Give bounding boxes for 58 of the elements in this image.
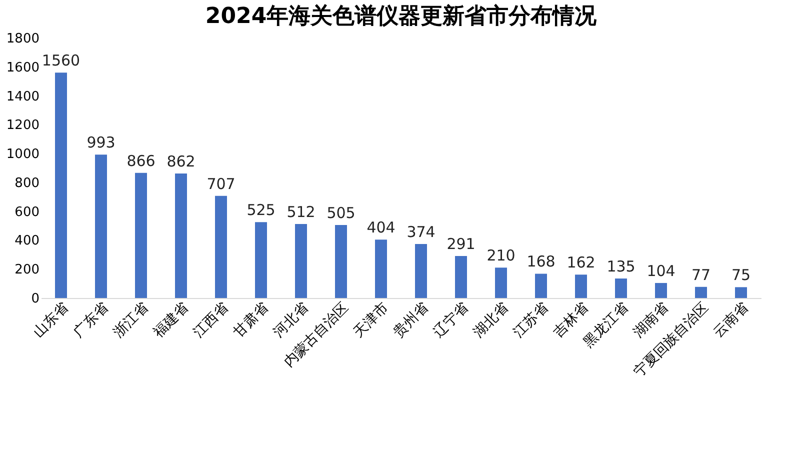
bar (535, 274, 547, 298)
bar (615, 278, 627, 298)
bar (295, 224, 307, 298)
data-label: 707 (206, 174, 236, 193)
bar (495, 268, 507, 298)
x-tick-label: 贵州省 (390, 300, 432, 341)
data-label: 77 (691, 266, 711, 284)
data-label: 104 (646, 262, 676, 280)
x-tick-label: 辽宁省 (430, 300, 472, 341)
y-tick-label: 800 (14, 176, 40, 191)
data-label: 162 (566, 254, 596, 272)
y-tick-label: 400 (14, 234, 40, 249)
y-tick-label: 1600 (6, 60, 40, 76)
bar (95, 154, 107, 298)
bar (455, 256, 467, 298)
bar (135, 172, 147, 298)
data-label: 505 (326, 204, 356, 222)
y-tick-label: 1200 (6, 118, 40, 134)
data-label: 291 (446, 234, 476, 253)
data-label: 135 (606, 258, 636, 276)
data-label: 862 (166, 152, 196, 170)
y-tick-label: 1000 (6, 147, 40, 162)
y-tick-label: 200 (14, 262, 40, 278)
bar (175, 173, 187, 298)
data-label: 374 (406, 222, 436, 241)
y-tick-label: 600 (14, 204, 40, 220)
bar (55, 72, 67, 298)
x-tick-label: 福建省 (150, 300, 192, 341)
x-tick-label: 浙江省 (110, 300, 152, 341)
data-label: 512 (286, 203, 316, 222)
data-label: 866 (126, 152, 156, 170)
bar (735, 287, 747, 298)
y-tick-label: 0 (31, 292, 40, 306)
data-label: 1560 (42, 52, 80, 70)
bar (695, 286, 707, 298)
bar (655, 282, 667, 298)
x-tick-label: 湖北省 (470, 300, 512, 341)
data-label: 168 (526, 252, 556, 271)
x-tick-label: 云南省 (710, 300, 752, 341)
bar (215, 196, 227, 298)
bar (415, 244, 427, 298)
x-tick-label: 广东省 (70, 300, 112, 341)
y-tick-label: 1400 (6, 89, 40, 104)
bar (375, 240, 387, 298)
y-tick-label: 1800 (6, 32, 40, 46)
data-label: 404 (366, 218, 396, 237)
chart-title: 2024年海关色谱仪器更新省市分布情况 (205, 3, 598, 29)
x-tick-label: 天津市 (350, 300, 392, 341)
data-label: 525 (246, 201, 276, 220)
data-label: 993 (86, 134, 116, 152)
bar (575, 274, 587, 298)
x-tick-label: 甘肃省 (230, 300, 272, 341)
bar (255, 222, 267, 298)
data-label: 210 (486, 246, 516, 265)
bar (335, 225, 347, 298)
x-tick-label: 江苏省 (510, 300, 552, 341)
x-tick-label: 江西省 (190, 300, 232, 341)
data-label: 75 (731, 266, 751, 284)
